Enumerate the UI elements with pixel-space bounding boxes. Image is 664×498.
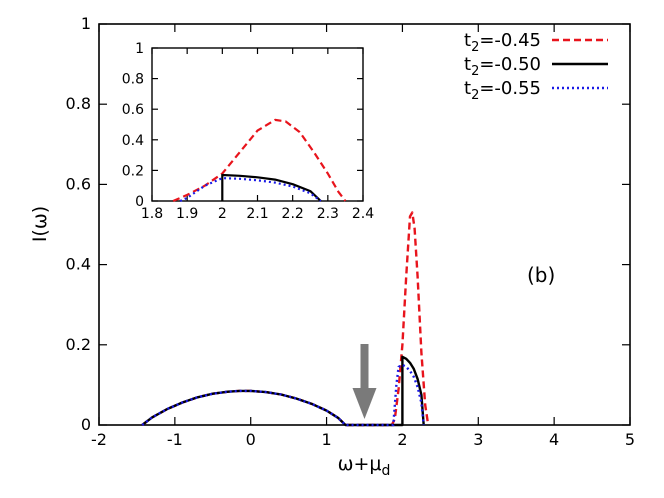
legend-label-2: t2=-0.55 bbox=[464, 78, 541, 103]
inset-x-tick-label: 2.2 bbox=[282, 206, 304, 222]
arrow-head bbox=[352, 388, 377, 419]
inset-x-tick-label: 2 bbox=[218, 206, 227, 222]
main-y-tick-label: 0.2 bbox=[66, 335, 91, 354]
main-x-tick-label: 0 bbox=[246, 430, 256, 449]
main-y-tick-label: 0.6 bbox=[66, 174, 91, 193]
inset-x-tick-label: 2.1 bbox=[246, 206, 268, 222]
x-axis-label-sub: d bbox=[382, 463, 391, 479]
main-x-tick-label: 1 bbox=[321, 430, 331, 449]
inset-series bbox=[172, 118, 347, 203]
inset-x-tick-label: 2.4 bbox=[352, 206, 374, 222]
main-x-tick-label: -2 bbox=[91, 430, 107, 449]
main-x-tick-label: 5 bbox=[625, 430, 635, 449]
legend-label-0: t2=-0.45 bbox=[464, 30, 541, 55]
main-series-line-0 bbox=[141, 211, 430, 427]
inset-series-line-0 bbox=[172, 118, 347, 203]
legend-label-value: =-0.45 bbox=[479, 30, 541, 51]
legend-label-value: =-0.55 bbox=[479, 78, 541, 99]
legend-label-value: =-0.50 bbox=[479, 54, 541, 75]
inset-x-tick-label: 2.3 bbox=[317, 206, 339, 222]
arrow-shaft bbox=[360, 344, 369, 390]
main-x-tick-label: -1 bbox=[167, 430, 183, 449]
inset-ticks: 1.8 1.9 2 2.1 2.2 2.3 2.4 0 0.2 0.4 0.6 0.8 1 bbox=[122, 41, 374, 222]
inset-series-line-1 bbox=[221, 173, 322, 202]
legend-label-1: t2=-0.50 bbox=[464, 54, 541, 79]
main-ticks: -2 -1 0 1 2 3 4 5 0 0.2 0.4 0.6 0.8 1 bbox=[66, 14, 636, 449]
main-y-tick-label: 0 bbox=[81, 415, 91, 434]
legend-label-sub: 2 bbox=[471, 64, 479, 79]
inset-y-tick-label: 1 bbox=[135, 41, 144, 57]
main-y-tick-label: 0.4 bbox=[66, 255, 91, 274]
panel-annotation: (b) bbox=[527, 263, 555, 287]
main-x-tick-label: 3 bbox=[473, 430, 483, 449]
main-series-line-2 bbox=[141, 363, 425, 427]
main-y-tick-label: 0.8 bbox=[66, 94, 91, 113]
main-series-line-1 bbox=[141, 355, 425, 427]
inset-y-tick-label: 0.8 bbox=[122, 72, 144, 88]
main-x-tick-label: 4 bbox=[549, 430, 559, 449]
inset-y-tick-label: 0.4 bbox=[122, 133, 144, 149]
main-series bbox=[141, 211, 430, 427]
inset-x-tick-label: 1.8 bbox=[141, 206, 163, 222]
main-x-tick-label: 2 bbox=[397, 430, 407, 449]
legend-label-prefix: t bbox=[464, 54, 471, 75]
inset-y-tick-label: 0.6 bbox=[122, 102, 144, 118]
legend-label-prefix: t bbox=[464, 78, 471, 99]
inset-y-tick-label: 0.2 bbox=[122, 163, 144, 179]
x-axis-label-main: ω+μ bbox=[338, 453, 382, 475]
x-axis-label: ω+μd bbox=[338, 453, 391, 479]
legend-label-sub: 2 bbox=[471, 88, 479, 103]
arrow-marker bbox=[352, 344, 377, 419]
legend-label-sub: 2 bbox=[471, 40, 479, 55]
legend-label-prefix: t bbox=[464, 30, 471, 51]
inset-x-tick-label: 1.9 bbox=[176, 206, 198, 222]
main-y-tick-label: 1 bbox=[81, 14, 91, 33]
y-axis-label: I(ω) bbox=[29, 206, 51, 242]
inset-y-tick-label: 0 bbox=[135, 194, 144, 210]
